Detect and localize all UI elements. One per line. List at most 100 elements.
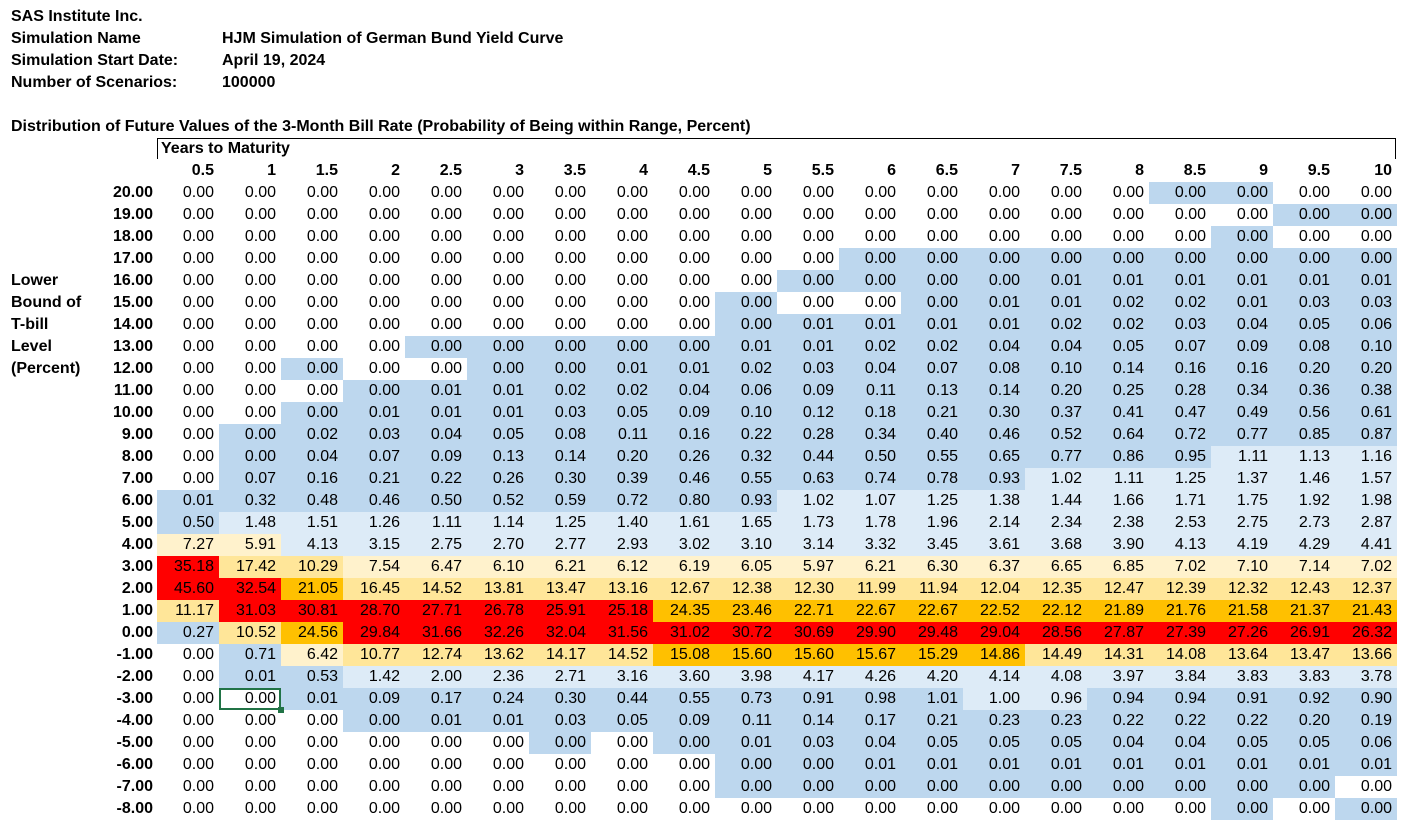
probability-cell[interactable]: 0.50: [405, 490, 467, 512]
probability-cell[interactable]: 0.72: [1149, 424, 1211, 446]
probability-cell[interactable]: 0.13: [901, 380, 963, 402]
probability-cell[interactable]: 0.32: [219, 490, 281, 512]
probability-cell[interactable]: 0.00: [157, 424, 219, 446]
probability-cell[interactable]: 0.00: [901, 226, 963, 248]
probability-cell[interactable]: 1.71: [1149, 490, 1211, 512]
probability-cell[interactable]: 0.01: [1335, 270, 1397, 292]
probability-cell[interactable]: 1.51: [281, 512, 343, 534]
probability-cell[interactable]: 0.00: [1087, 226, 1149, 248]
probability-cell[interactable]: 0.00: [281, 380, 343, 402]
probability-cell[interactable]: 0.00: [405, 754, 467, 776]
probability-cell[interactable]: 0.00: [591, 336, 653, 358]
probability-cell[interactable]: 0.00: [157, 204, 219, 226]
probability-cell[interactable]: 0.00: [1211, 798, 1273, 820]
probability-cell[interactable]: 0.90: [1335, 688, 1397, 710]
probability-cell[interactable]: 0.00: [343, 270, 405, 292]
probability-cell[interactable]: 0.00: [653, 248, 715, 270]
probability-cell[interactable]: 0.00: [157, 776, 219, 798]
probability-cell[interactable]: 0.00: [777, 270, 839, 292]
probability-cell[interactable]: 0.91: [1211, 688, 1273, 710]
probability-cell[interactable]: 0.03: [529, 402, 591, 424]
probability-cell[interactable]: 0.00: [157, 798, 219, 820]
probability-cell[interactable]: 0.38: [1335, 380, 1397, 402]
probability-cell[interactable]: 0.22: [715, 424, 777, 446]
probability-cell[interactable]: 0.02: [529, 380, 591, 402]
probability-cell[interactable]: 0.02: [281, 424, 343, 446]
probability-cell[interactable]: 0.00: [405, 732, 467, 754]
probability-cell[interactable]: 12.35: [1025, 578, 1087, 600]
probability-cell[interactable]: 0.01: [405, 710, 467, 732]
probability-cell[interactable]: 0.00: [1335, 798, 1397, 820]
probability-cell[interactable]: 0.56: [1273, 402, 1335, 424]
probability-cell[interactable]: 0.98: [839, 688, 901, 710]
probability-cell[interactable]: 0.00: [963, 270, 1025, 292]
probability-cell[interactable]: 24.35: [653, 600, 715, 622]
probability-cell[interactable]: 0.00: [653, 204, 715, 226]
probability-cell[interactable]: 0.00: [281, 776, 343, 798]
probability-cell[interactable]: 1.07: [839, 490, 901, 512]
probability-cell[interactable]: 0.00: [281, 292, 343, 314]
probability-cell[interactable]: 0.00: [281, 710, 343, 732]
probability-cell[interactable]: 3.78: [1335, 666, 1397, 688]
probability-cell[interactable]: 0.01: [901, 314, 963, 336]
probability-cell[interactable]: 0.02: [1025, 314, 1087, 336]
probability-cell[interactable]: 0.77: [1211, 424, 1273, 446]
probability-cell[interactable]: 0.01: [1211, 270, 1273, 292]
probability-cell[interactable]: 0.00: [591, 182, 653, 204]
probability-cell[interactable]: 6.65: [1025, 556, 1087, 578]
probability-cell[interactable]: 6.47: [405, 556, 467, 578]
probability-cell[interactable]: 0.01: [1025, 754, 1087, 776]
probability-cell[interactable]: 0.00: [653, 226, 715, 248]
probability-cell[interactable]: 0.08: [1273, 336, 1335, 358]
probability-cell[interactable]: 30.81: [281, 600, 343, 622]
probability-cell[interactable]: 0.22: [405, 468, 467, 490]
probability-cell[interactable]: 0.00: [281, 270, 343, 292]
probability-cell[interactable]: 11.17: [157, 600, 219, 622]
probability-cell[interactable]: 0.00: [343, 336, 405, 358]
probability-cell[interactable]: 0.00: [715, 754, 777, 776]
probability-cell[interactable]: 32.54: [219, 578, 281, 600]
probability-cell[interactable]: 0.00: [219, 776, 281, 798]
probability-cell[interactable]: 0.00: [901, 292, 963, 314]
probability-cell[interactable]: 0.05: [467, 424, 529, 446]
probability-cell[interactable]: 0.00: [1273, 226, 1335, 248]
probability-cell[interactable]: 0.00: [591, 248, 653, 270]
probability-cell[interactable]: 0.00: [467, 248, 529, 270]
probability-cell[interactable]: 0.34: [1211, 380, 1273, 402]
probability-cell[interactable]: 0.52: [467, 490, 529, 512]
probability-cell[interactable]: 13.64: [1211, 644, 1273, 666]
probability-cell[interactable]: 0.00: [839, 798, 901, 820]
probability-cell[interactable]: 0.85: [1273, 424, 1335, 446]
probability-cell[interactable]: 21.89: [1087, 600, 1149, 622]
probability-cell[interactable]: 0.00: [219, 710, 281, 732]
probability-cell[interactable]: 2.77: [529, 534, 591, 556]
probability-cell[interactable]: 0.52: [1025, 424, 1087, 446]
probability-cell[interactable]: 0.00: [777, 776, 839, 798]
probability-cell[interactable]: 0.00: [281, 226, 343, 248]
probability-cell[interactable]: 0.00: [839, 182, 901, 204]
probability-cell[interactable]: 0.00: [467, 776, 529, 798]
probability-cell[interactable]: 0.71: [219, 644, 281, 666]
probability-cell[interactable]: 0.01: [467, 710, 529, 732]
probability-cell[interactable]: 0.00: [591, 226, 653, 248]
probability-cell[interactable]: 0.91: [777, 688, 839, 710]
probability-cell[interactable]: 0.00: [157, 270, 219, 292]
probability-cell[interactable]: 12.43: [1273, 578, 1335, 600]
probability-cell[interactable]: 0.00: [405, 182, 467, 204]
probability-cell[interactable]: 0.30: [963, 402, 1025, 424]
probability-cell[interactable]: 0.00: [343, 754, 405, 776]
probability-cell[interactable]: 0.20: [1335, 358, 1397, 380]
probability-cell[interactable]: 0.01: [1087, 270, 1149, 292]
probability-cell[interactable]: 0.00: [343, 798, 405, 820]
probability-cell[interactable]: 0.00: [1211, 226, 1273, 248]
probability-cell[interactable]: 0.20: [1025, 380, 1087, 402]
probability-cell[interactable]: 2.36: [467, 666, 529, 688]
probability-cell[interactable]: 3.90: [1087, 534, 1149, 556]
probability-cell[interactable]: 7.14: [1273, 556, 1335, 578]
probability-cell[interactable]: 0.21: [901, 402, 963, 424]
probability-cell[interactable]: 0.00: [529, 270, 591, 292]
probability-cell[interactable]: 1.11: [1211, 446, 1273, 468]
probability-cell[interactable]: 1.73: [777, 512, 839, 534]
probability-cell[interactable]: 3.61: [963, 534, 1025, 556]
probability-cell[interactable]: 0.09: [653, 710, 715, 732]
